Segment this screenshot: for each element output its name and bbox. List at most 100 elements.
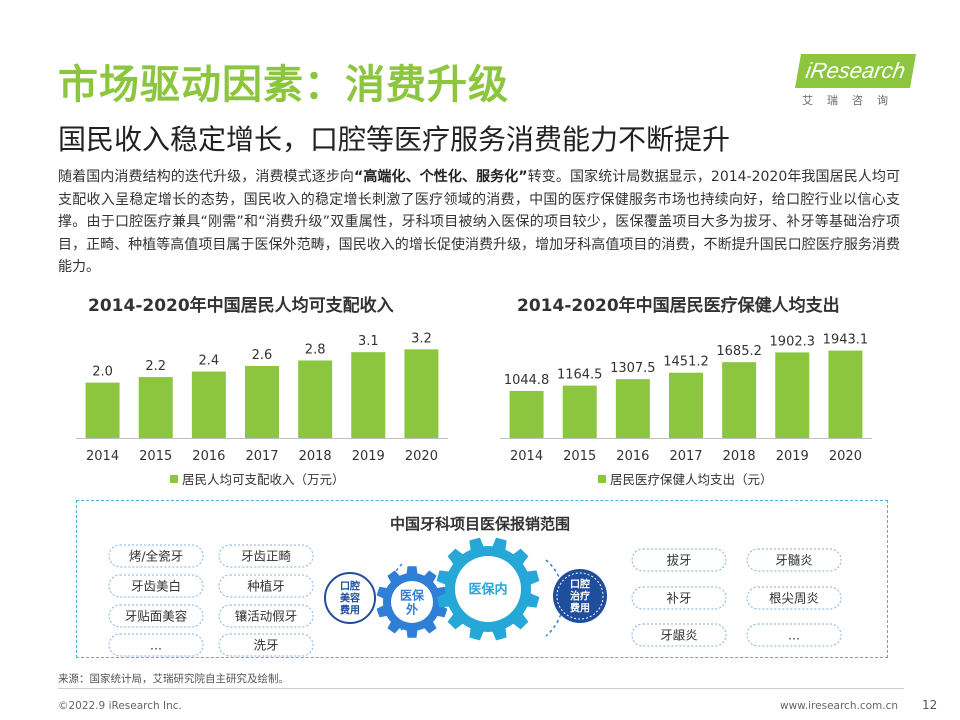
value-label-2017: 1451.2 [663,355,709,370]
label-left-line-1: 美容 [340,592,360,605]
right-item-label: 补牙 [666,591,691,606]
tick-label-2014: 2014 [510,449,543,464]
legend-swatch [598,475,606,483]
chart-medical-title: 2014-2020年中国居民医疗保健人均支出 [517,296,840,316]
logo-brand: iResearch [795,54,917,88]
value-label-2019: 1902.3 [770,334,816,349]
left-item-label: 镶活动假牙 [235,609,298,624]
tick-label-2016: 2016 [192,449,225,464]
right-item-3: 根尖周炎 [746,586,842,610]
footer-divider [58,688,904,689]
left-item-label: 牙齿正畸 [241,549,291,564]
outside-insurance-gear: 医保外 [376,566,448,638]
left-item-label: 烤/全瓷牙 [129,549,183,564]
gear-outside-line-1: 外 [406,601,418,616]
right-item-label: 拔牙 [666,553,691,568]
gear-inside-line-0: 医保内 [468,582,507,598]
value-label-2016: 2.4 [199,354,220,369]
right-item-2: 补牙 [631,586,727,610]
tick-label-2017: 2017 [669,449,702,464]
tick-label-2020: 2020 [829,449,862,464]
label-right-line-1: 治疗 [570,590,590,603]
left-item-label: 洗牙 [253,638,278,653]
bar-2020 [404,349,439,438]
left-item-label: 种植牙 [247,579,285,594]
right-item-4: 牙龈炎 [631,623,727,647]
legend-label: 居民人均可支配收入（万元） [182,472,345,487]
bar-2014 [509,390,544,438]
value-label-2014: 2.0 [92,365,113,380]
tick-label-2014: 2014 [86,449,119,464]
left-item-3: 种植牙 [218,574,314,598]
bar-2016 [615,379,650,438]
right-item-label: 牙龈炎 [660,628,698,643]
logo-cn: 艾瑞咨询 [802,94,902,107]
left-item-label: ... [150,638,162,653]
scope-title: 中国牙科项目医保报销范围 [390,515,570,533]
value-label-2020: 1943.1 [823,333,869,348]
bar-2020 [828,350,863,438]
page-subtitle: 国民收入稳定增长，口腔等医疗服务消费能力不断提升 [58,123,731,156]
right-item-5: ... [746,623,842,647]
left-item-label: 牙齿美白 [131,579,181,594]
value-label-2016: 1307.5 [610,361,656,376]
value-label-2015: 2.2 [145,359,166,374]
bar-2015 [138,377,173,438]
page-number: 12 [922,698,938,712]
tick-label-2018: 2018 [723,449,756,464]
tick-label-2015: 2015 [563,449,596,464]
intro-part1: 随着国内消费结构的迭代升级，消费模式逐步向 [58,169,355,185]
insurance-scope-box [76,500,888,658]
value-label-2019: 3.1 [358,334,379,349]
left-item-5: 镶活动假牙 [218,604,314,628]
left-item-6: ... [108,633,204,657]
bar-2014 [85,382,120,438]
tick-label-2020: 2020 [405,449,438,464]
tick-label-2015: 2015 [139,449,172,464]
tick-label-2019: 2019 [352,449,385,464]
bar-2018 [722,362,757,438]
label-left-line-0: 口腔 [340,580,360,593]
value-label-2015: 1164.5 [557,368,603,383]
website: www.iresearch.com.cn [780,700,899,712]
right-item-label: ... [788,628,800,643]
income-chart: 2.0 2014 2.2 2015 2.4 2016 2.6 2017 2.8 2018 3.1 20… [76,331,448,487]
tick-label-2018: 2018 [299,449,332,464]
left-item-label: 牙贴面美容 [125,609,188,624]
medical-spending-chart: 1044.8 2014 1164.5 2015 1307.5 2016 1451.2 2017… [500,333,872,487]
left-item-1: 牙齿正畸 [218,544,314,568]
tick-label-2017: 2017 [245,449,278,464]
label-right-line-0: 口腔 [570,578,590,591]
legend-label: 居民医疗保健人均支出（元） [610,472,773,487]
bar-2018 [298,360,333,438]
left-item-2: 牙齿美白 [108,574,204,598]
right-item-0: 拔牙 [631,548,727,572]
right-item-label: 根尖周炎 [769,591,819,606]
legend-swatch [170,475,178,483]
inside-insurance-gear: 医保内 [436,537,540,641]
left-item-4: 牙贴面美容 [108,604,204,628]
value-label-2018: 2.8 [305,342,326,357]
gear-outside-line-0: 医保 [400,587,425,602]
tick-label-2016: 2016 [616,449,649,464]
value-label-2014: 1044.8 [504,373,549,388]
bar-2019 [351,352,386,438]
bar-2019 [775,352,810,438]
bar-2017 [245,366,279,438]
value-label-2017: 2.6 [252,348,273,363]
bar-2015 [562,385,597,438]
left-item-7: 洗牙 [218,633,314,657]
bar-2017 [669,372,703,438]
label-left-line-2: 费用 [340,604,360,617]
intro-highlight: “高端化、个性化、服务化” [354,169,528,185]
page-title: 市场驱动因素：消费升级 [58,62,509,108]
intro-paragraph: 随着国内消费结构的迭代升级，消费模式逐步向“高端化、个性化、服务化”转变。国家统… [58,166,900,279]
tick-label-2019: 2019 [776,449,809,464]
bar-2016 [191,371,226,438]
left-item-0: 烤/全瓷牙 [108,544,204,568]
